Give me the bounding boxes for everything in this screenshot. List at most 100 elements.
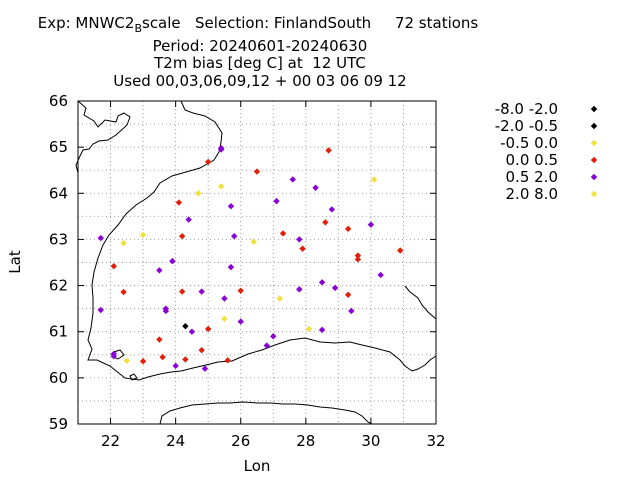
station-point xyxy=(162,307,170,315)
station-point xyxy=(221,295,228,302)
y-tick-label: 59 xyxy=(49,415,68,433)
x-tick-label: 24 xyxy=(166,432,185,450)
title-used: Used 00,03,06,09,12 + 00 03 06 09 12 xyxy=(113,71,407,90)
station-point xyxy=(139,231,147,239)
station-point xyxy=(120,239,127,247)
legend-marker xyxy=(590,105,598,113)
station-point xyxy=(224,357,231,364)
title-period: Period: 20240601-20240630 xyxy=(152,36,368,55)
station-point xyxy=(344,225,352,233)
legend-marker xyxy=(590,156,598,164)
title-exp-prefix: Exp: MNWC2 xyxy=(37,14,135,32)
coastline-map xyxy=(75,100,437,425)
station-point xyxy=(178,232,186,240)
station-point xyxy=(253,168,261,175)
station-point xyxy=(276,295,283,302)
station-point xyxy=(296,286,303,293)
station-point xyxy=(169,257,176,265)
station-point xyxy=(250,238,257,245)
station-point xyxy=(218,146,225,153)
station-point xyxy=(159,353,166,361)
station-point xyxy=(201,365,209,372)
y-tick-label: 60 xyxy=(49,369,68,387)
station-point xyxy=(325,147,332,154)
station-point xyxy=(370,176,378,183)
y-tick-label: 66 xyxy=(49,92,68,110)
legend-marker xyxy=(590,122,598,130)
title-exp-suffix: scale xyxy=(142,14,181,32)
station-point xyxy=(227,263,235,271)
legend-label: -8.0 -2.0 xyxy=(495,100,558,118)
station-point xyxy=(312,184,319,191)
station-point xyxy=(97,234,104,242)
station-point xyxy=(123,357,131,364)
legend-marker xyxy=(590,173,598,181)
legend-marker xyxy=(590,139,598,147)
station-point xyxy=(182,356,189,363)
station-point xyxy=(218,183,225,190)
station-point xyxy=(188,328,196,335)
title-line-experiment: Exp: MNWC2Bscale Selection: FinlandSouth… xyxy=(0,14,518,38)
station-point xyxy=(263,342,270,349)
island-small xyxy=(129,373,138,381)
x-tick-label: 26 xyxy=(231,432,250,450)
station-point xyxy=(354,252,362,259)
legend-label: 0.0 0.5 xyxy=(506,151,558,169)
station-point xyxy=(204,158,212,166)
title-selection: Selection: FinlandSouth xyxy=(194,14,372,32)
legend-label: -0.5 0.0 xyxy=(500,134,558,152)
station-point xyxy=(354,256,362,263)
station-point xyxy=(120,288,127,296)
station-point xyxy=(110,350,117,358)
chart-title: Exp: MNWC2Bscale Selection: FinlandSouth… xyxy=(0,14,520,90)
station-point xyxy=(237,287,244,294)
legend-label: -2.0 -0.5 xyxy=(495,117,558,135)
x-tick-label: 28 xyxy=(296,432,315,450)
station-point xyxy=(172,362,179,370)
title-exp-subscript: B xyxy=(134,22,142,35)
station-point xyxy=(279,230,287,237)
title-station-count: 72 stations xyxy=(394,14,479,32)
station-point xyxy=(305,325,313,333)
station-point xyxy=(331,284,339,292)
station-point xyxy=(344,291,352,298)
coastline-sweden xyxy=(75,100,131,174)
station-point xyxy=(204,325,212,333)
station-point xyxy=(270,333,277,340)
station-point xyxy=(377,271,384,279)
station-point xyxy=(178,288,186,295)
station-point xyxy=(110,262,117,270)
y-tick-label: 65 xyxy=(49,138,68,156)
station-point xyxy=(299,245,306,252)
coastline-finland xyxy=(87,100,437,381)
x-tick-label: 32 xyxy=(426,432,445,450)
station-point xyxy=(237,318,244,325)
station-point xyxy=(348,307,355,315)
legend-label: 2.0 8.0 xyxy=(506,185,558,203)
station-point xyxy=(273,197,280,205)
y-axis-label: Lat xyxy=(6,250,24,274)
data-points xyxy=(97,144,404,372)
station-point xyxy=(156,336,163,343)
station-point xyxy=(156,267,163,274)
station-point xyxy=(227,203,235,210)
station-point xyxy=(318,279,326,286)
station-point xyxy=(397,247,404,254)
station-point xyxy=(185,216,192,223)
station-point xyxy=(367,221,375,228)
y-tick-label: 61 xyxy=(49,323,68,341)
station-point xyxy=(296,236,303,243)
axis-ticks: 22 24 26 28 30 32 59 60 61 62 63 64 65 66 xyxy=(49,92,446,450)
x-tick-label: 30 xyxy=(361,432,380,450)
coastline-estonia xyxy=(159,401,373,425)
station-point xyxy=(231,232,238,240)
station-point xyxy=(139,358,147,365)
station-point xyxy=(289,176,296,183)
station-point xyxy=(322,219,329,226)
x-tick-label: 22 xyxy=(101,432,120,450)
station-point xyxy=(198,288,205,295)
plot-frame xyxy=(77,100,437,425)
y-tick-label: 64 xyxy=(49,184,68,202)
station-point xyxy=(318,326,326,334)
